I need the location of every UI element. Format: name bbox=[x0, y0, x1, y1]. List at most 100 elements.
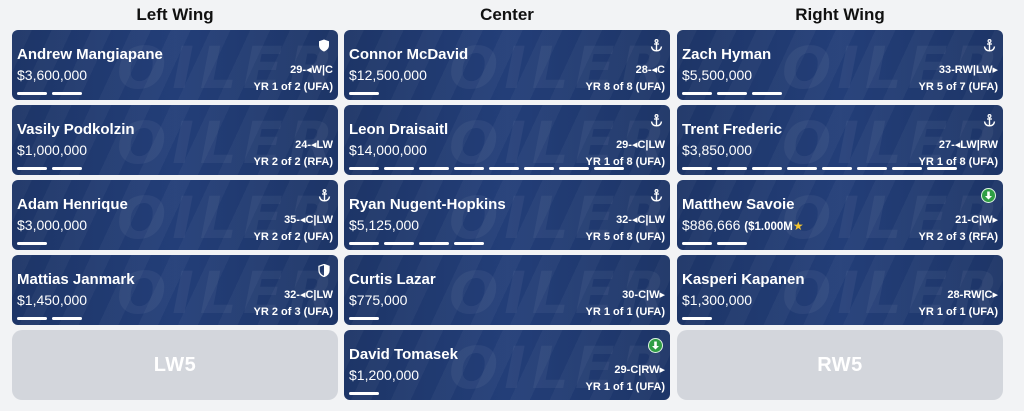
contract-term-bar bbox=[52, 167, 82, 170]
anchor-icon bbox=[649, 113, 663, 127]
contract-term-bar bbox=[717, 92, 747, 95]
age-position: 32-◂C|LW bbox=[616, 214, 665, 226]
anchor-icon bbox=[649, 38, 663, 52]
player-card-trent-frederic[interactable]: OILERSTrent Frederic$3,850,00027-◂LW|RWY… bbox=[677, 105, 1003, 175]
cap-hit: $5,500,000 bbox=[682, 67, 752, 83]
contract-term-bar bbox=[17, 92, 47, 95]
contract-year: YR 8 of 8 (UFA) bbox=[585, 81, 665, 93]
player-card-adam-henrique[interactable]: OILERSAdam Henrique$3,000,00035-◂C|LWYR … bbox=[12, 180, 338, 250]
contract-term-bar bbox=[349, 392, 379, 395]
contract-term-bar bbox=[17, 317, 47, 320]
contract-info: 24-◂LW YR 2 of 2 (RFA) bbox=[254, 137, 333, 171]
contract-term-bars bbox=[349, 242, 484, 245]
contract-term-bars bbox=[682, 242, 747, 245]
player-name: Adam Henrique bbox=[17, 196, 128, 213]
player-card-andrew-mangiapane[interactable]: OILERSAndrew Mangiapane$3,600,00029-◂W|C… bbox=[12, 30, 338, 100]
contract-info: 30-C|W▸ YR 1 of 1 (UFA) bbox=[586, 287, 665, 321]
anchor-icon bbox=[982, 113, 996, 127]
cap-hit: $12,500,000 bbox=[349, 67, 427, 83]
player-name: Leon Draisaitl bbox=[349, 121, 449, 138]
cap-hit: $775,000 bbox=[349, 292, 407, 308]
contract-term-bar bbox=[384, 242, 414, 245]
player-card-mattias-janmark[interactable]: OILERSMattias Janmark$1,450,00032-◂C|LWY… bbox=[12, 255, 338, 325]
cap-hit-value: $1,000,000 bbox=[17, 142, 88, 158]
contract-year: YR 2 of 3 (UFA) bbox=[253, 306, 333, 318]
contract-term-bar bbox=[349, 317, 379, 320]
contract-term-bars bbox=[17, 92, 82, 95]
player-name: Kasperi Kapanen bbox=[682, 271, 805, 288]
contract-term-bar bbox=[349, 92, 379, 95]
age-position: 29-◂W|C bbox=[290, 64, 333, 76]
empty-slot-rw5[interactable]: RW5 bbox=[677, 330, 1003, 400]
contract-term-bar bbox=[454, 167, 484, 170]
contract-term-bar bbox=[349, 242, 379, 245]
age-position: 21-C|W▸ bbox=[955, 214, 998, 226]
contract-info: 35-◂C|LW YR 2 of 2 (UFA) bbox=[254, 212, 333, 246]
player-card-david-tomasek[interactable]: OILERSDavid Tomasek$1,200,00029-C|RW▸YR … bbox=[344, 330, 670, 400]
star-icon: ★ bbox=[792, 219, 804, 233]
contract-term-bars bbox=[682, 317, 712, 320]
contract-term-bar bbox=[52, 92, 82, 95]
age-position: 28-◂C bbox=[635, 64, 665, 76]
contract-term-bar bbox=[52, 317, 82, 320]
player-name: Trent Frederic bbox=[682, 121, 783, 138]
half-shield-icon bbox=[317, 263, 331, 277]
contract-info: 29-C|RW▸ YR 1 of 1 (UFA) bbox=[586, 362, 665, 396]
contract-term-bars bbox=[349, 317, 379, 320]
cap-hit: $3,850,000 bbox=[682, 142, 752, 158]
contract-term-bar bbox=[384, 167, 414, 170]
contract-term-bar bbox=[752, 167, 782, 170]
player-name: Curtis Lazar bbox=[349, 271, 436, 288]
contract-info: 32-◂C|LW YR 2 of 3 (UFA) bbox=[254, 287, 333, 321]
contract-term-bars bbox=[682, 92, 782, 95]
contract-term-bar bbox=[717, 242, 747, 245]
player-card-ryan-nugent-hopkins[interactable]: OILERSRyan Nugent-Hopkins$5,125,00032-◂C… bbox=[344, 180, 670, 250]
anchor-icon bbox=[317, 188, 331, 202]
contract-term-bar bbox=[17, 242, 47, 245]
cap-hit-value: $886,666 bbox=[682, 217, 741, 233]
player-card-leon-draisaitl[interactable]: OILERSLeon Draisaitl$14,000,00029-◂C|LWY… bbox=[344, 105, 670, 175]
contract-info: 29-◂C|LW YR 1 of 8 (UFA) bbox=[586, 137, 665, 171]
empty-slot-lw5[interactable]: LW5 bbox=[12, 330, 338, 400]
contract-term-bars bbox=[17, 167, 82, 170]
age-position: 32-◂C|LW bbox=[284, 289, 333, 301]
column-header-right-wing: Right Wing bbox=[795, 5, 885, 24]
player-card-vasily-podkolzin[interactable]: OILERSVasily Podkolzin$1,000,00024-◂LWYR… bbox=[12, 105, 338, 175]
anchor-icon bbox=[982, 38, 996, 52]
contract-term-bar bbox=[454, 242, 484, 245]
player-card-kasperi-kapanen[interactable]: OILERSKasperi Kapanen$1,300,00028-RW|C▸Y… bbox=[677, 255, 1003, 325]
cap-hit: $1,200,000 bbox=[349, 367, 419, 383]
cap-hit-value: $3,000,000 bbox=[17, 217, 88, 233]
empty-slot-label: RW5 bbox=[817, 353, 863, 376]
contract-term-bar bbox=[419, 167, 449, 170]
contract-info: 28-◂C YR 8 of 8 (UFA) bbox=[586, 62, 665, 96]
contract-term-bar bbox=[682, 167, 712, 170]
contract-year: YR 2 of 2 (UFA) bbox=[253, 231, 333, 243]
contract-year: YR 1 of 2 (UFA) bbox=[253, 81, 333, 93]
left-wing-column: Left Wing OILERSAndrew Mangiapane$3,600,… bbox=[12, 0, 338, 400]
cap-hit-value: $775,000 bbox=[349, 292, 408, 308]
cap-hit-value: $5,500,000 bbox=[682, 67, 753, 83]
age-position: 29-C|RW▸ bbox=[614, 364, 665, 376]
cap-hit-value: $14,000,000 bbox=[349, 142, 427, 158]
contract-term-bar bbox=[682, 92, 712, 95]
cap-hit: $1,450,000 bbox=[17, 292, 87, 308]
contract-term-bar bbox=[524, 167, 554, 170]
cap-hit-bonus: ($1.000M bbox=[744, 221, 793, 233]
player-name: Andrew Mangiapane bbox=[17, 46, 163, 63]
player-card-matthew-savoie[interactable]: OILERSMatthew Savoie$886,666 ($1.000M★21… bbox=[677, 180, 1003, 250]
cap-hit: $886,666 ($1.000M★ bbox=[682, 217, 804, 233]
cap-hit-value: $1,450,000 bbox=[17, 292, 88, 308]
contract-term-bar bbox=[857, 167, 887, 170]
contract-term-bars bbox=[349, 392, 379, 395]
contract-info: 28-RW|C▸ YR 1 of 1 (UFA) bbox=[919, 287, 998, 321]
cap-hit-value: $3,600,000 bbox=[17, 67, 88, 83]
age-position: 24-◂LW bbox=[295, 139, 333, 151]
cap-hit: $1,000,000 bbox=[17, 142, 87, 158]
age-position: 27-◂LW|RW bbox=[938, 139, 998, 151]
contract-term-bar bbox=[787, 167, 817, 170]
down-arrow-icon bbox=[648, 338, 663, 353]
